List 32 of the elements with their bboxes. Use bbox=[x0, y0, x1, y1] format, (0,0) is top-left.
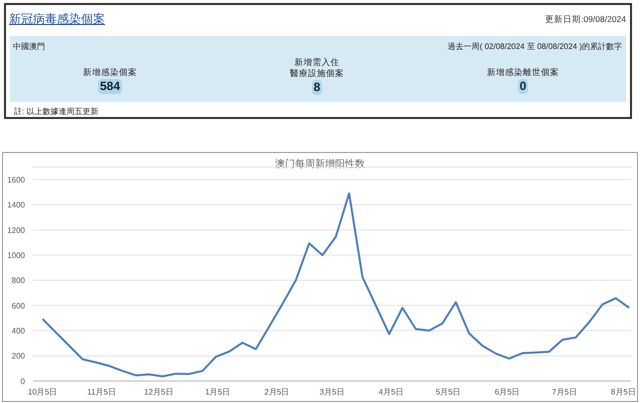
y-tick-label: 1600 bbox=[7, 175, 26, 184]
category-label: 新增感染個案 bbox=[82, 67, 138, 78]
y-tick-label: 1200 bbox=[7, 226, 26, 235]
text: 中國澳門 bbox=[13, 41, 45, 52]
category-label: 新增感染離世個案 bbox=[486, 67, 560, 78]
data-label: 0 bbox=[518, 79, 528, 94]
y-tick-label: 400 bbox=[12, 326, 26, 336]
text: 新冠病毒感染個案 bbox=[9, 11, 105, 28]
text: 註: 以上數據逢周五更新 bbox=[14, 106, 98, 117]
x-tick-label: 3月5日 bbox=[320, 388, 344, 397]
y-tick-label: 800 bbox=[12, 276, 26, 286]
y-tick-label: 600 bbox=[12, 301, 26, 310]
x-tick-label: 11月5日 bbox=[87, 388, 116, 397]
y-tick-label: 200 bbox=[12, 352, 26, 361]
x-tick-label: 10月5日 bbox=[28, 388, 58, 397]
x-tick-label: 7月5日 bbox=[552, 388, 577, 397]
data-label: 584 bbox=[98, 79, 122, 94]
x-tick-label: 1月5日 bbox=[205, 388, 230, 397]
x-tick-label: 4月5日 bbox=[378, 388, 404, 397]
x-tick-label: 6月5日 bbox=[494, 388, 520, 397]
category-label: 新增需入住醫療設施個案 bbox=[289, 57, 345, 79]
x-tick-label: 8月5日 bbox=[610, 388, 636, 397]
x-tick-label: 5月5日 bbox=[436, 388, 461, 397]
x-tick-label: 2月5日 bbox=[264, 388, 290, 397]
x-tick-label: 12月5日 bbox=[144, 388, 174, 397]
y-tick-label: 1400 bbox=[7, 200, 26, 210]
data-label: 8 bbox=[312, 80, 322, 95]
y-tick-label: 1000 bbox=[7, 250, 26, 260]
text: 更新日期:09/08/2024 bbox=[545, 14, 626, 26]
line-series bbox=[42, 192, 630, 378]
y-tick-label: 0 bbox=[20, 376, 26, 386]
text: 過去一周( 02/08/2024 至 08/08/2024 )的累計數字 bbox=[448, 41, 622, 52]
